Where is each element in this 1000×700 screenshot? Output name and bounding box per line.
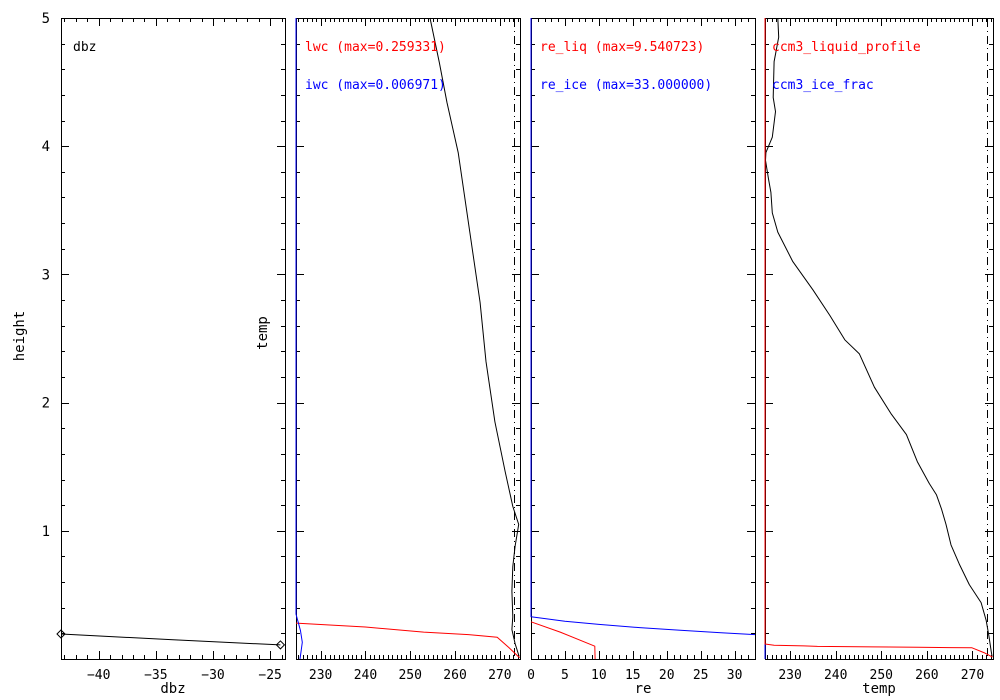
y-tick-label: 2	[42, 396, 50, 412]
panel-frame	[61, 18, 286, 660]
x-tick-label: 20	[659, 668, 675, 683]
panel-frame	[531, 18, 756, 660]
curve-dbz_profile	[60, 633, 281, 646]
x-tick-label: 240	[824, 668, 847, 683]
x-tick-label: 15	[625, 668, 641, 683]
x-tick-label: 30	[727, 668, 743, 683]
x-tick-label: 25	[693, 668, 709, 683]
panel3-x-axis-label: re	[634, 681, 652, 697]
legend-lwc: lwc (max=0.259331)	[305, 40, 446, 55]
x-tick-label: 240	[354, 668, 377, 683]
x-tick-label: 230	[309, 668, 332, 683]
x-tick-label: 250	[870, 668, 893, 683]
x-tick-label: 260	[443, 668, 466, 683]
x-tick-label: 270	[961, 668, 984, 683]
legend-re-liq: re_liq (max=9.540723)	[540, 40, 705, 55]
curve-temp_profile	[429, 17, 520, 657]
x-tick-label: 5	[561, 668, 569, 683]
panel2-side-label: temp	[255, 316, 271, 350]
x-tick-label: −25	[258, 668, 281, 683]
legend-re-ice: re_ice (max=33.000000)	[540, 78, 713, 93]
x-tick-label: 230	[778, 668, 801, 683]
y-axis-label: height	[12, 310, 28, 362]
curve-temp_profile	[765, 17, 993, 657]
panel4-x-axis-label: temp	[862, 681, 896, 697]
x-tick-label: 270	[488, 668, 511, 683]
panel-frame	[296, 18, 521, 660]
curve-re_ice	[530, 18, 756, 636]
y-tick-label: 4	[42, 139, 50, 155]
x-tick-label: −35	[144, 668, 167, 683]
x-tick-label: 260	[915, 668, 938, 683]
y-tick-label: 3	[42, 267, 50, 283]
x-tick-label: 250	[398, 668, 421, 683]
diamond-marker	[56, 629, 66, 639]
x-tick-label: −30	[201, 668, 224, 683]
diamond-marker	[275, 640, 286, 650]
curve-re_liq	[530, 621, 596, 660]
panel1-inside-label: dbz	[73, 40, 97, 55]
panel1-x-axis-label: dbz	[160, 681, 186, 697]
legend-ccm3-ice-frac: ccm3_ice_frac	[772, 78, 874, 93]
curve-lwc_scaled	[295, 622, 520, 659]
y-tick-label: 5	[42, 11, 50, 27]
x-tick-label: −40	[87, 668, 110, 683]
curve-ccm3_liquid_profile_scaled	[764, 18, 993, 658]
y-tick-label: 1	[42, 524, 50, 540]
x-tick-label: 0	[527, 668, 535, 683]
curve-iwc_scaled	[295, 18, 303, 660]
legend-iwc: iwc (max=0.006971)	[305, 78, 446, 93]
x-tick-label: 10	[591, 668, 607, 683]
legend-ccm3-liquid-profile: ccm3_liquid_profile	[772, 40, 921, 55]
